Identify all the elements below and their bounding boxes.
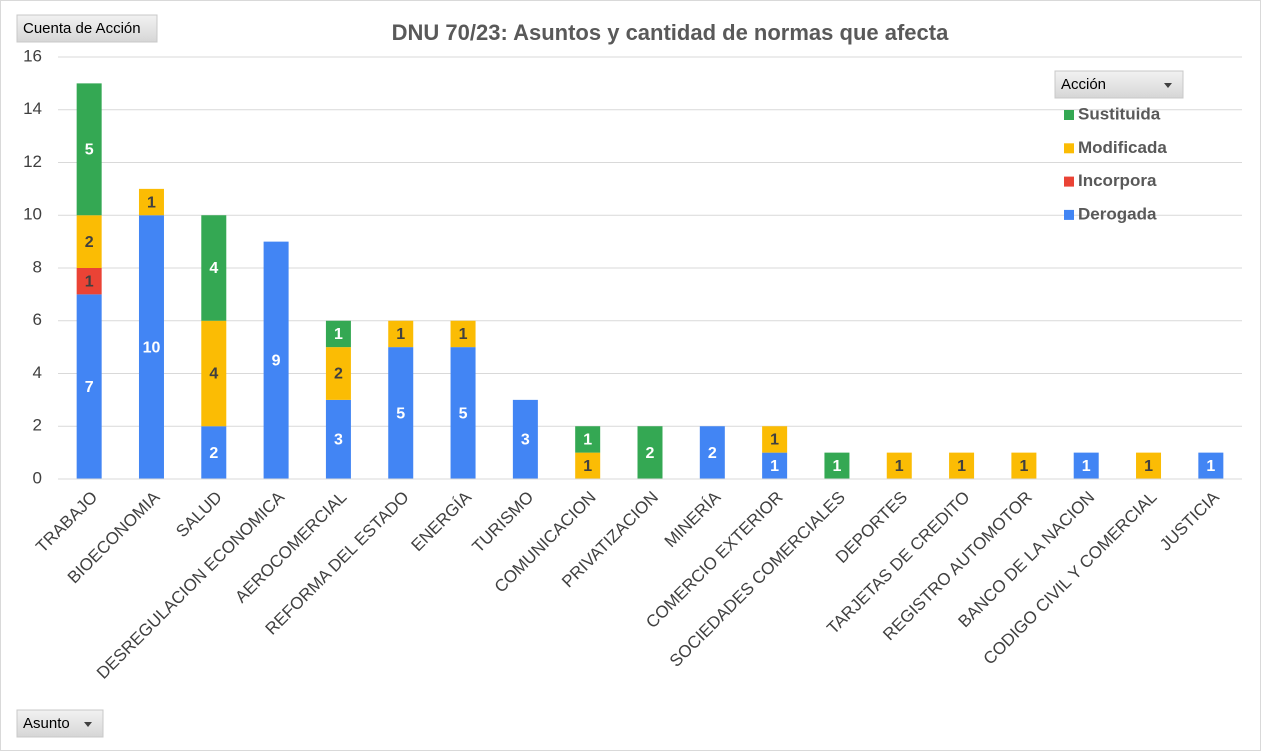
data-label: 1: [147, 194, 156, 211]
chart-title: DNU 70/23: Asuntos y cantidad de normas …: [392, 20, 949, 45]
data-label: 1: [770, 432, 779, 449]
data-label: 1: [1144, 458, 1153, 475]
bar-segment: [699, 426, 725, 479]
button-box: [16, 14, 158, 43]
data-label: 1: [1082, 458, 1091, 475]
bar-segment: [762, 426, 788, 453]
bar-segment: [512, 399, 538, 479]
bar-segment: [762, 452, 788, 479]
data-label: 2: [85, 234, 94, 251]
axis-field-button[interactable]: Asunto: [16, 709, 104, 738]
bar-segment: [388, 347, 414, 479]
bar-segment: [1073, 452, 1099, 479]
bar-segment: [76, 83, 102, 216]
data-label: 5: [459, 405, 468, 422]
bar-segment: [201, 215, 227, 321]
button-label: Asunto: [23, 715, 70, 732]
bar-segment: [1011, 452, 1037, 479]
y-tick-label: 16: [23, 46, 42, 65]
bar-segment: [949, 452, 975, 479]
legend-swatch: [1064, 110, 1074, 120]
legend-label: Incorpora: [1078, 171, 1157, 190]
data-label: 1: [1019, 458, 1028, 475]
bar-segment: [76, 294, 102, 479]
y-tick-label: 8: [33, 257, 42, 276]
data-label: 3: [334, 432, 343, 449]
data-label: 2: [209, 445, 218, 462]
button-label: Cuenta de Acción: [23, 20, 141, 37]
y-tick-label: 4: [33, 363, 42, 382]
bar-segment: [201, 426, 227, 479]
bar-segment: [575, 426, 601, 453]
dropdown-arrow: [84, 722, 92, 727]
bar-segment: [325, 399, 351, 479]
legend-label: Sustituida: [1078, 104, 1161, 123]
data-label: 2: [708, 445, 717, 462]
data-label: 1: [583, 432, 592, 449]
bar-segment: [138, 188, 164, 216]
data-label: 4: [209, 366, 218, 383]
data-label: 1: [832, 458, 841, 475]
bar-segment: [1136, 452, 1162, 479]
button-box: [1054, 70, 1184, 99]
data-label: 2: [646, 445, 655, 462]
y-tick-label: 10: [23, 205, 42, 224]
legend-label: Derogada: [1078, 204, 1157, 223]
legend-field-button[interactable]: Acción: [1054, 70, 1184, 99]
data-label: 1: [895, 458, 904, 475]
data-label: 4: [209, 260, 218, 277]
legend-swatch: [1064, 209, 1074, 220]
bar-segment: [1198, 452, 1224, 479]
data-label: 1: [583, 458, 592, 475]
data-label: 7: [85, 379, 94, 396]
data-label: 1: [1206, 458, 1215, 475]
data-label: 1: [459, 326, 468, 343]
bar-segment: [575, 452, 601, 479]
bar-segment: [76, 268, 102, 295]
legend-label: Modificada: [1078, 138, 1167, 157]
y-tick-label: 12: [23, 152, 42, 171]
bar-segment: [325, 347, 351, 400]
y-tick-label: 14: [23, 99, 42, 118]
bar-segment: [201, 320, 227, 427]
data-label: 1: [957, 458, 966, 475]
data-label: 3: [521, 432, 530, 449]
bar-segment: [450, 320, 476, 348]
button-label: Acción: [1061, 76, 1106, 93]
bar-segment: [886, 452, 912, 479]
data-label: 9: [272, 353, 281, 370]
bar-segment: [388, 320, 414, 348]
bar-segment: [138, 215, 164, 479]
dropdown-arrow: [1164, 83, 1172, 88]
bar-segment: [263, 241, 289, 479]
data-label: 1: [396, 326, 405, 343]
y-tick-label: 6: [33, 310, 42, 329]
y-tick-label: 2: [33, 416, 42, 435]
data-label: 10: [143, 339, 161, 356]
data-label: 1: [770, 458, 779, 475]
bar-segment: [325, 320, 351, 348]
data-label: 2: [334, 366, 343, 383]
legend-swatch: [1064, 143, 1074, 154]
bar-segment: [637, 426, 663, 479]
y-tick-label: 0: [33, 468, 42, 487]
data-label: 5: [396, 405, 405, 422]
values-field-button[interactable]: Cuenta de Acción: [16, 14, 158, 43]
bar-segment: [450, 347, 476, 479]
bar-segment: [824, 452, 850, 479]
data-label: 1: [334, 326, 343, 343]
bar-segment: [76, 215, 102, 268]
data-label: 1: [85, 273, 94, 290]
legend-swatch: [1064, 176, 1074, 187]
data-label: 5: [85, 142, 94, 159]
